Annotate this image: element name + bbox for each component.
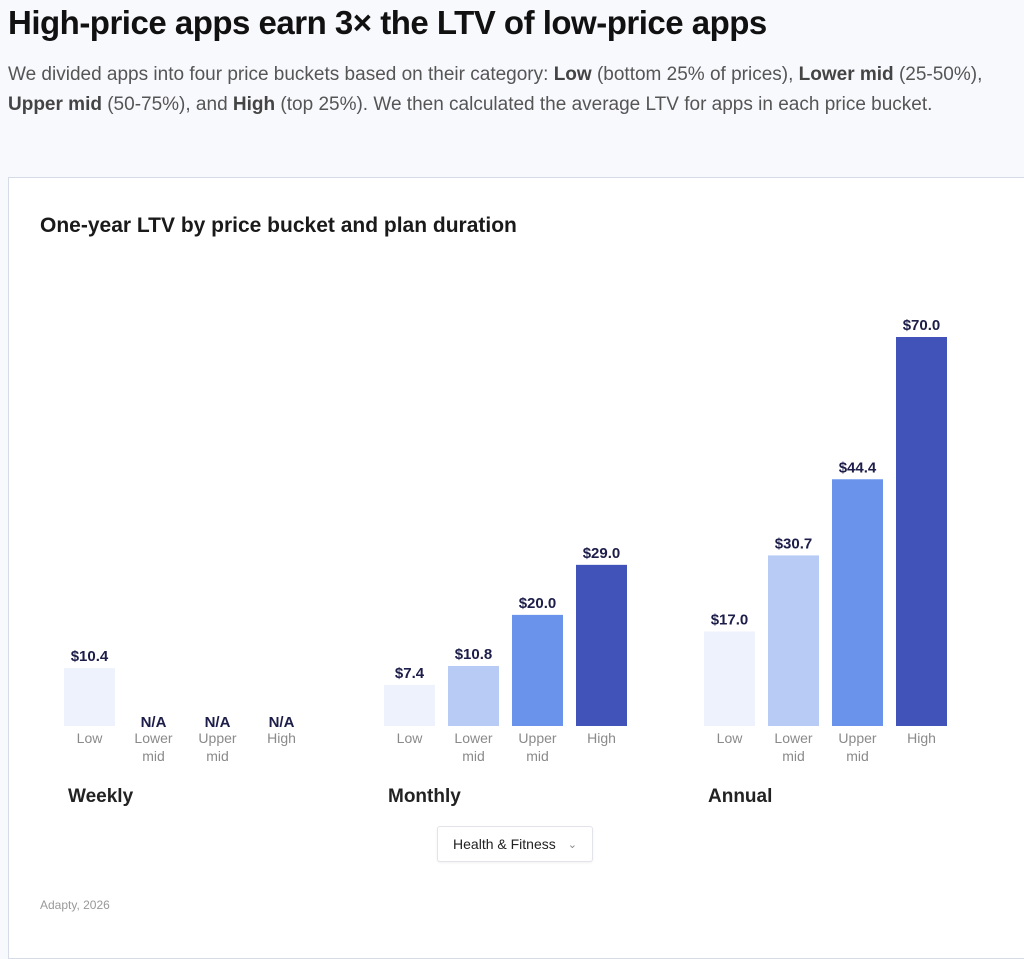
data-label: $44.4 (839, 459, 877, 476)
category-label: mid (142, 748, 165, 764)
category-label: Upper (198, 730, 236, 746)
group-label: Monthly (388, 786, 461, 807)
bucket-term: High (232, 94, 276, 115)
category-label: Low (397, 730, 424, 746)
data-label: $30.7 (775, 535, 813, 552)
data-label: $29.0 (583, 545, 621, 562)
bar-monthly-2 (512, 614, 563, 726)
data-label: $7.4 (395, 665, 425, 682)
data-label: N/A (269, 714, 295, 731)
dropdown-value: Health & Fitness (453, 836, 556, 852)
category-label: Lower (134, 730, 172, 746)
category-label: Low (77, 730, 104, 746)
chart-title: One-year LTV by price bucket and plan du… (40, 214, 517, 237)
data-label: $70.0 (903, 317, 941, 334)
data-label: N/A (141, 714, 167, 731)
data-label: $17.0 (711, 612, 749, 629)
category-label: mid (846, 748, 869, 764)
intro-span: (top 25%). We then calculated the averag… (275, 94, 933, 115)
page-title: High-price apps earn 3× the LTV of low-p… (8, 4, 767, 41)
intro-span: We divided apps into four price buckets … (8, 64, 554, 85)
category-label: Lower (454, 730, 492, 746)
bar-annual-3 (896, 337, 947, 726)
bucket-term: Low (553, 64, 592, 85)
category-label: Upper (838, 730, 876, 746)
intro-span: (25-50%), (893, 64, 983, 85)
intro-span: (bottom 25% of prices), (591, 64, 799, 85)
category-label: mid (206, 748, 229, 764)
bucket-term: Upper mid (8, 94, 102, 115)
category-label: mid (462, 748, 485, 764)
bar-monthly-1 (448, 665, 499, 726)
category-label: mid (782, 748, 805, 764)
bar-annual-1 (768, 555, 819, 726)
category-label: Low (717, 730, 744, 746)
data-label: N/A (205, 714, 231, 731)
chevron-down-icon: ⌄ (567, 838, 577, 851)
bar-monthly-0 (384, 684, 435, 726)
group-label: Weekly (68, 786, 134, 807)
bar-annual-2 (832, 479, 883, 726)
intro-span: (50-75%), and (101, 94, 233, 115)
category-label: High (587, 730, 616, 746)
category-label: High (907, 730, 936, 746)
bar-monthly-3 (576, 564, 627, 726)
category-label: Lower (774, 730, 812, 746)
bar-annual-0 (704, 631, 755, 726)
data-label: $10.4 (71, 648, 109, 665)
group-label: Annual (708, 786, 772, 807)
bucket-term: Lower mid (798, 64, 894, 85)
source-note: Adapty, 2026 (40, 898, 110, 912)
data-label: $10.8 (455, 646, 493, 663)
category-dropdown[interactable]: Health & Fitness ⌄ (437, 826, 593, 862)
data-label: $20.0 (519, 595, 557, 612)
intro-text: We divided apps into four price buckets … (8, 60, 1018, 120)
category-label: mid (526, 748, 549, 764)
bar-weekly-0 (64, 668, 115, 726)
category-label: Upper (518, 730, 556, 746)
category-label: High (267, 730, 296, 746)
